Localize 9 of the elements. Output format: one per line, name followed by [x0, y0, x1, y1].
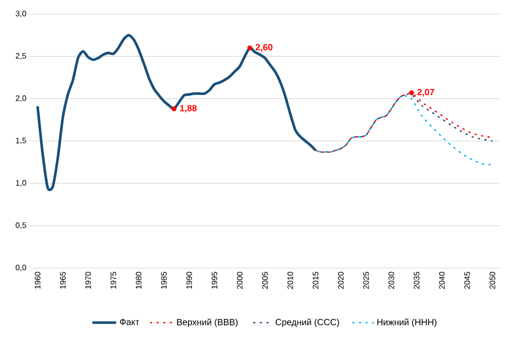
- legend-label: Факт: [120, 318, 140, 326]
- line-series: [314, 95, 494, 166]
- annotation: 2,60: [256, 44, 272, 52]
- point: [409, 90, 414, 96]
- legend-label: Нижний (ННН): [377, 318, 436, 328]
- annotation: 1,88: [180, 104, 197, 113]
- annotation: 2,07: [417, 88, 434, 97]
- legend-label: Верхний (ВВВ): [177, 318, 238, 328]
- legend-label: Средний (ССС): [276, 318, 339, 328]
